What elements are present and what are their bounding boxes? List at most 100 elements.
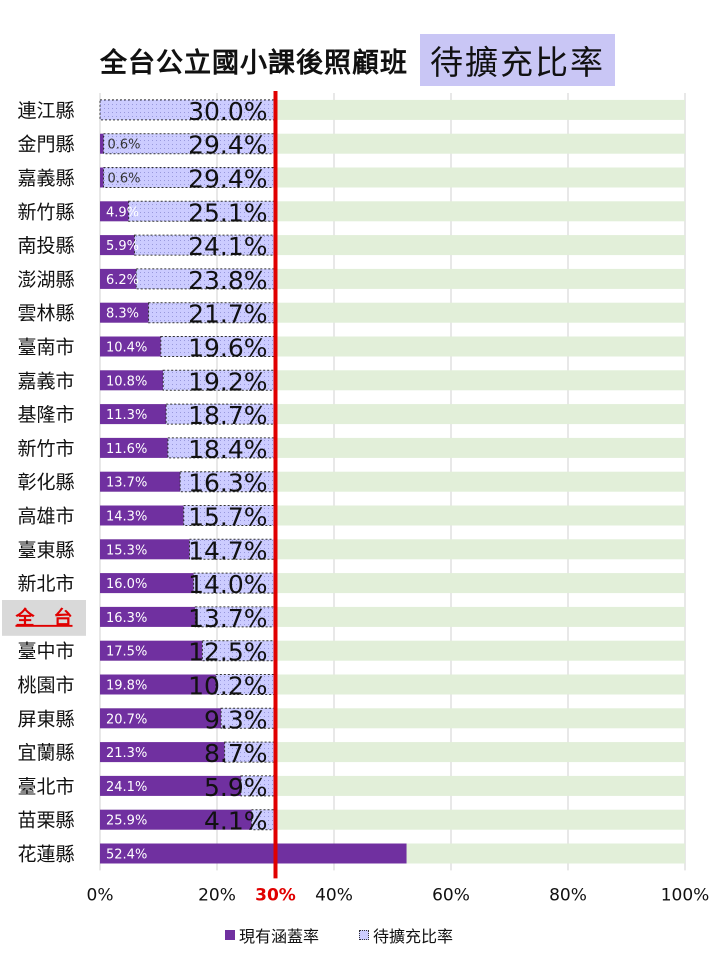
current-value-label-16: 17.5% [106, 645, 147, 660]
current-bar-3 [100, 201, 129, 222]
current-value-label-14: 16.0% [106, 577, 147, 592]
current-value-label-4: 5.9% [106, 239, 139, 254]
category-label-3: 新竹縣 [17, 201, 74, 223]
category-label-16: 臺中市 [17, 641, 74, 663]
category-label-14: 新北市 [17, 573, 74, 595]
category-label-10: 新竹市 [17, 438, 74, 460]
category-label-12: 高雄市 [17, 506, 74, 528]
current-value-label-15: 16.3% [106, 611, 147, 626]
legend: 現有涵蓋率 待擴充比率 [225, 923, 453, 947]
expand-bar-9 [165, 403, 276, 425]
current-bar-17 [100, 674, 216, 695]
category-label-15: 全 台 [14, 606, 72, 629]
current-value-label-3: 4.9% [106, 205, 139, 220]
expand-value-label-20: 5.9% [204, 773, 268, 802]
current-bar-13 [100, 539, 190, 560]
current-value-label-2: 0.6% [108, 172, 141, 187]
current-bar-5 [100, 268, 137, 289]
expand-value-label-0: 30.0% [188, 97, 267, 126]
current-bar-7 [100, 336, 161, 357]
legend-label-expand: 待擴充比率 [373, 927, 454, 946]
category-label-21: 苗栗縣 [17, 810, 74, 832]
current-bar-22 [100, 843, 407, 864]
current-value-label-5: 6.2% [106, 273, 139, 288]
expand-value-label-3: 25.1% [188, 198, 267, 227]
legend-label-current: 現有涵蓋率 [239, 927, 320, 946]
current-value-label-1: 0.6% [108, 138, 141, 153]
legend-swatch-current [225, 930, 235, 940]
expand-value-label-10: 18.4% [188, 435, 267, 464]
category-label-20: 臺北市 [17, 776, 74, 798]
current-value-label-13: 15.3% [106, 543, 147, 558]
expand-bar-4 [134, 234, 276, 256]
category-label-8: 嘉義市 [17, 370, 74, 392]
expand-value-label-13: 14.7% [188, 536, 267, 565]
expand-value-label-17: 10.2% [188, 672, 267, 701]
legend-swatch-expand [359, 930, 370, 940]
category-label-4: 南投縣 [17, 235, 74, 257]
current-bar-11 [100, 471, 181, 492]
expand-bar-15 [194, 606, 276, 628]
expand-bar-14 [193, 572, 277, 594]
x-tick-label-1: 20% [198, 885, 236, 905]
category-label-22: 花蓮縣 [17, 844, 74, 866]
category-label-9: 基隆市 [17, 404, 74, 426]
category-label-17: 桃園市 [17, 675, 74, 697]
current-bar-18 [100, 708, 222, 729]
legend-item-expand: 待擴充比率 [359, 923, 453, 947]
x-axis: 0% 20% 30% 40% 60% 80% 100% [87, 885, 710, 905]
current-bar-16 [100, 640, 203, 661]
total-row-highlight [2, 600, 86, 636]
current-bar-8 [100, 370, 164, 391]
category-label-1: 金門縣 [17, 134, 74, 156]
chart-title: 全台公立國小課後照顧班 待擴充比率 [100, 28, 615, 92]
x-tick-label-3: 40% [315, 885, 353, 905]
legend-item-current: 現有涵蓋率 [225, 923, 319, 947]
current-bar-20 [100, 775, 241, 796]
expand-value-label-1: 29.4% [188, 131, 267, 160]
category-label-18: 屏東縣 [17, 708, 74, 730]
category-label-19: 宜蘭縣 [17, 742, 74, 764]
category-label-2: 嘉義縣 [17, 168, 74, 190]
x-tick-label-0: 0% [87, 885, 114, 905]
title-main: 全台公立國小課後照顧班 [100, 47, 408, 79]
current-value-label-20: 24.1% [106, 780, 147, 795]
current-value-label-11: 13.7% [106, 476, 147, 491]
current-bar-6 [100, 302, 149, 323]
x-tick-label-2: 30% [255, 885, 296, 905]
current-bar-2 [100, 167, 104, 188]
current-value-label-6: 8.3% [106, 307, 139, 322]
current-value-label-18: 20.7% [106, 712, 147, 727]
current-bar-14 [100, 573, 194, 594]
expand-value-label-21: 4.1% [204, 807, 268, 836]
current-value-label-22: 52.4% [106, 848, 147, 863]
current-bar-19 [100, 742, 225, 763]
current-value-label-17: 19.8% [106, 679, 147, 694]
expand-bar-8 [162, 369, 276, 391]
x-tick-label-5: 80% [549, 885, 587, 905]
expand-value-label-9: 18.7% [188, 401, 267, 430]
expand-value-label-15: 13.7% [188, 604, 267, 633]
current-bar-21 [100, 809, 252, 830]
expand-value-label-4: 24.1% [188, 232, 267, 261]
expand-bar-13 [189, 538, 277, 560]
current-bar-10 [100, 437, 168, 458]
expand-value-label-18: 9.3% [204, 705, 268, 734]
expand-bar-16 [201, 640, 276, 662]
current-value-label-7: 10.4% [106, 341, 147, 356]
current-value-label-19: 21.3% [106, 746, 147, 761]
expand-value-label-6: 21.7% [188, 300, 267, 329]
expand-value-label-7: 19.6% [188, 334, 267, 363]
current-value-label-21: 25.9% [106, 814, 147, 829]
current-bar-1 [100, 133, 104, 154]
expand-value-label-11: 16.3% [188, 469, 267, 498]
current-value-label-9: 11.3% [106, 408, 147, 423]
expand-value-label-19: 8.7% [204, 739, 268, 768]
expand-value-label-8: 19.2% [188, 367, 267, 396]
category-label-7: 臺南市 [17, 337, 74, 359]
current-value-label-10: 11.6% [106, 442, 147, 457]
expand-value-label-5: 23.8% [188, 266, 267, 295]
current-value-label-8: 10.8% [106, 374, 147, 389]
title-highlight: 待擴充比率 [420, 34, 615, 86]
expand-value-label-12: 15.7% [188, 503, 267, 532]
